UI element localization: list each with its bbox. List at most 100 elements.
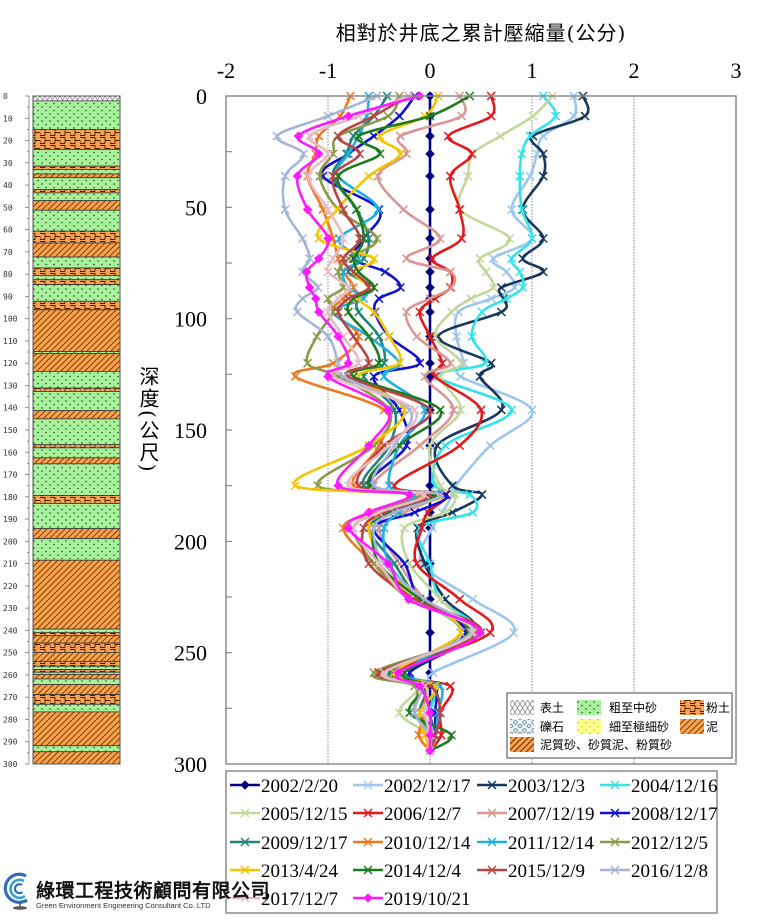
series-marker bbox=[420, 708, 430, 718]
series-marker bbox=[364, 171, 374, 181]
series-marker bbox=[496, 307, 506, 317]
series-marker bbox=[457, 111, 467, 121]
series-marker bbox=[467, 149, 477, 159]
series-marker bbox=[435, 594, 445, 604]
series-marker bbox=[333, 358, 343, 368]
strat-layer-coarse-sand bbox=[32, 149, 121, 167]
series-marker bbox=[280, 205, 290, 215]
series-marker bbox=[455, 594, 465, 604]
series-marker bbox=[457, 358, 467, 368]
series-marker bbox=[510, 282, 520, 293]
series-marker bbox=[488, 282, 498, 293]
strat-layer-silt bbox=[32, 267, 121, 277]
series-marker bbox=[580, 111, 590, 121]
series-marker bbox=[425, 730, 435, 740]
lithology-label: 細至極細砂 bbox=[609, 719, 669, 734]
lithology-label: 表土 bbox=[540, 701, 564, 715]
series-marker bbox=[313, 149, 324, 159]
legend-entry: 2019/10/21 bbox=[353, 889, 471, 910]
series-marker bbox=[425, 111, 435, 121]
series-marker bbox=[463, 171, 473, 181]
strat-layer-coarse-sand bbox=[32, 447, 121, 459]
series-marker bbox=[420, 372, 430, 382]
series-marker bbox=[398, 205, 409, 215]
y-tick-label: 300 bbox=[174, 752, 207, 777]
strat-layer-coarse-sand bbox=[32, 192, 121, 202]
strat-depth-label: 90 bbox=[3, 292, 13, 301]
series-marker bbox=[364, 559, 374, 569]
series-marker bbox=[302, 204, 313, 215]
series-marker bbox=[423, 507, 433, 517]
y-tick-label: 250 bbox=[174, 641, 207, 666]
series-marker bbox=[475, 627, 485, 638]
strat-layer-silt bbox=[32, 300, 121, 311]
series-marker bbox=[292, 307, 302, 317]
series-marker bbox=[383, 558, 394, 569]
series-marker bbox=[412, 331, 422, 342]
series-marker bbox=[528, 131, 538, 141]
lithology-swatch-mud bbox=[680, 719, 704, 734]
series-marker bbox=[446, 307, 456, 317]
strat-layer-coarse-sand bbox=[32, 665, 121, 670]
strat-depth-label: 30 bbox=[3, 159, 13, 168]
series-marker bbox=[455, 205, 465, 215]
series-marker bbox=[495, 131, 505, 141]
series-marker bbox=[293, 131, 304, 141]
strat-depth-label: 270 bbox=[3, 693, 18, 702]
series-marker bbox=[501, 294, 512, 304]
legend-label: 2016/12/8 bbox=[631, 861, 708, 882]
series-marker bbox=[528, 111, 538, 121]
y-tick-label: 50 bbox=[185, 195, 207, 220]
strat-depth-label: 70 bbox=[3, 248, 13, 257]
strat-depth-label: 180 bbox=[3, 493, 18, 502]
series-marker bbox=[313, 282, 323, 293]
series-marker bbox=[415, 307, 425, 317]
series-marker bbox=[435, 708, 445, 718]
series-marker bbox=[384, 331, 394, 342]
strat-layer-silt bbox=[32, 642, 121, 653]
strat-layer-silt bbox=[32, 495, 121, 504]
series-marker bbox=[525, 131, 535, 141]
legend-label: 2005/12/15 bbox=[261, 804, 348, 825]
series-marker bbox=[448, 405, 458, 415]
strat-layer-mud bbox=[32, 457, 121, 465]
strat-layer-silt bbox=[32, 165, 121, 170]
strat-layer-coarse-sand bbox=[32, 678, 121, 685]
lithology-legend-item: 泥 bbox=[680, 719, 718, 734]
series-marker bbox=[333, 307, 343, 317]
series-marker bbox=[395, 149, 405, 159]
series-marker bbox=[425, 331, 435, 342]
series-marker bbox=[527, 233, 537, 244]
series-line bbox=[418, 95, 578, 751]
series-marker bbox=[475, 372, 485, 382]
x-tick-labels: -2 -1 0 1 2 3 bbox=[217, 58, 742, 83]
series-marker bbox=[456, 405, 466, 415]
strat-layer-coarse-sand bbox=[32, 538, 121, 561]
lithology-label: 泥質砂、砂質泥、粉質砂 bbox=[540, 737, 672, 752]
y-tick-label: 200 bbox=[174, 529, 207, 554]
series-marker bbox=[427, 254, 437, 264]
series-marker bbox=[333, 331, 344, 342]
series-marker bbox=[425, 149, 435, 159]
series-marker bbox=[425, 307, 435, 317]
series-marker bbox=[420, 594, 430, 604]
series-marker bbox=[425, 204, 435, 215]
series-marker bbox=[475, 254, 485, 264]
lithology-legend-item: 泥質砂、砂質泥、粉質砂 bbox=[510, 737, 672, 752]
series-marker bbox=[488, 254, 498, 264]
legend-diamond-marker-icon bbox=[363, 893, 373, 903]
series-marker bbox=[465, 490, 475, 500]
lithology-legend-item: 表土 bbox=[510, 700, 564, 715]
series-marker bbox=[348, 267, 359, 277]
legend-label: 2013/4/24 bbox=[261, 861, 339, 882]
series-marker bbox=[314, 131, 324, 141]
series-marker bbox=[414, 681, 425, 691]
legend-entry: 2009/12/17 bbox=[230, 833, 348, 854]
series-marker bbox=[384, 441, 394, 451]
legend-entry: 2003/12/3 bbox=[477, 776, 585, 797]
series-marker bbox=[379, 668, 389, 678]
series-marker bbox=[425, 627, 435, 638]
legend-entry: 2008/12/17 bbox=[600, 804, 718, 825]
legend-label: 2007/12/19 bbox=[508, 804, 595, 825]
